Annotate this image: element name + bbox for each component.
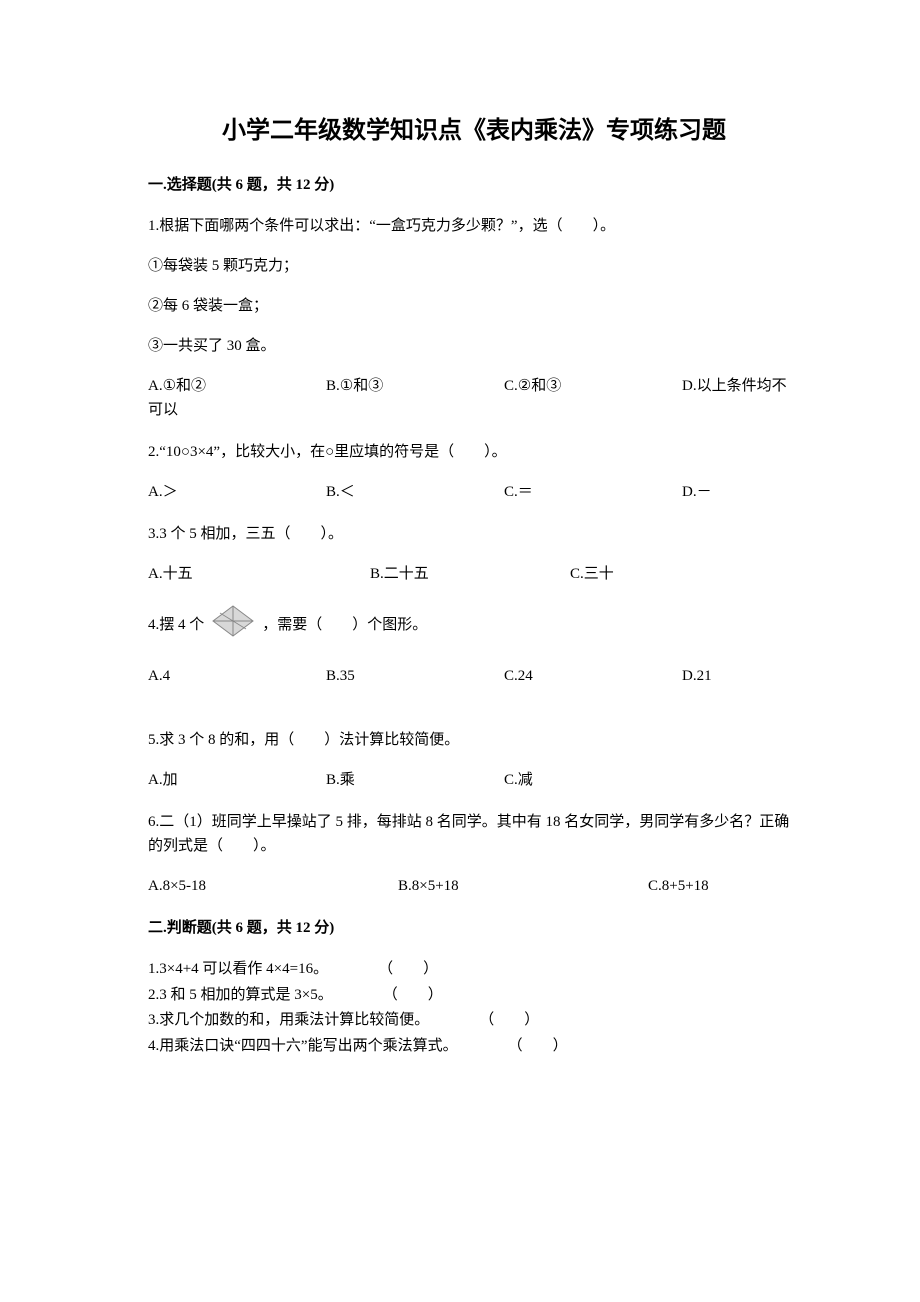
q3-text: 3.3 个 5 相加，三五（ ）。 [148, 522, 800, 546]
tf-q3-text: 3.求几个加数的和，用乘法计算比较简便。 [148, 1008, 429, 1034]
question-5: 5.求 3 个 8 的和，用（ ）法计算比较简便。 A.加 B.乘 C.减 [148, 728, 800, 792]
tf-q3-paren: （ ） [479, 1008, 539, 1034]
tf-question-2: 2.3 和 5 相加的算式是 3×5。 （ ） [148, 983, 800, 1009]
section2-header: 二.判断题(共 6 题，共 12 分) [148, 916, 800, 937]
question-1: 1.根据下面哪两个条件可以求出：“一盒巧克力多少颗？”，选（ ）。 ①每袋装 5… [148, 214, 800, 422]
q2-option-d: D.－ [682, 480, 712, 504]
page-title: 小学二年级数学知识点《表内乘法》专项练习题 [148, 110, 800, 145]
q1-option-c: C.②和③ [504, 374, 682, 398]
q5-option-c: C.减 [504, 768, 682, 792]
q4-option-d: D.21 [682, 664, 712, 688]
q4-option-a: A.4 [148, 664, 326, 688]
question-3: 3.3 个 5 相加，三五（ ）。 A.十五 B.二十五 C.三十 [148, 522, 800, 586]
q2-option-a: A.＞ [148, 480, 326, 504]
q1-option-d: D.以上条件均不 [682, 374, 787, 398]
tf-q4-text: 4.用乘法口诀“四四十六”能写出两个乘法算式。 [148, 1034, 458, 1060]
q3-option-a: A.十五 [148, 562, 370, 586]
q6-option-c: C.8+5+18 [648, 874, 800, 898]
tf-q2-text: 2.3 和 5 相加的算式是 3×5。 [148, 983, 333, 1009]
q5-option-b: B.乘 [326, 768, 504, 792]
q5-option-a: A.加 [148, 768, 326, 792]
q1-option-d-line2: 可以 [148, 398, 800, 422]
q1-option-a: A.①和② [148, 374, 326, 398]
question-2: 2.“10○3×4”，比较大小，在○里应填的符号是（ ）。 A.＞ B.＜ C.… [148, 440, 800, 504]
tf-q4-paren: （ ） [508, 1034, 568, 1060]
q5-text: 5.求 3 个 8 的和，用（ ）法计算比较简便。 [148, 728, 800, 752]
q1-condition-1: ①每袋装 5 颗巧克力； [148, 254, 800, 278]
tf-q1-text: 1.3×4+4 可以看作 4×4=16。 [148, 957, 328, 983]
q4-option-b: B.35 [326, 664, 504, 688]
q2-text: 2.“10○3×4”，比较大小，在○里应填的符号是（ ）。 [148, 440, 800, 464]
q4-text-suffix: ，需要（ ）个图形。 [262, 613, 427, 637]
q1-text: 1.根据下面哪两个条件可以求出：“一盒巧克力多少颗？”，选（ ）。 [148, 214, 800, 238]
q1-condition-2: ②每 6 袋装一盒； [148, 294, 800, 318]
question-6: 6.二（1）班同学上早操站了 5 排，每排站 8 名同学。其中有 18 名女同学… [148, 810, 800, 898]
q1-condition-3: ③一共买了 30 盒。 [148, 334, 800, 358]
q4-text-prefix: 4.摆 4 个 [148, 613, 204, 637]
q4-option-c: C.24 [504, 664, 682, 688]
q2-option-b: B.＜ [326, 480, 504, 504]
q6-option-a: A.8×5-18 [148, 874, 398, 898]
q1-option-b: B.①和③ [326, 374, 504, 398]
tf-question-4: 4.用乘法口诀“四四十六”能写出两个乘法算式。 （ ） [148, 1034, 800, 1060]
q6-text: 6.二（1）班同学上早操站了 5 排，每排站 8 名同学。其中有 18 名女同学… [148, 810, 800, 858]
polyhedron-shape-icon [210, 604, 256, 646]
q6-option-b: B.8×5+18 [398, 874, 648, 898]
tf-q1-paren: （ ） [378, 957, 438, 983]
q3-option-b: B.二十五 [370, 562, 570, 586]
q2-option-c: C.＝ [504, 480, 682, 504]
tf-question-1: 1.3×4+4 可以看作 4×4=16。 （ ） [148, 957, 800, 983]
tf-q2-paren: （ ） [383, 983, 443, 1009]
q3-option-c: C.三十 [570, 562, 800, 586]
tf-question-3: 3.求几个加数的和，用乘法计算比较简便。 （ ） [148, 1008, 800, 1034]
section1-header: 一.选择题(共 6 题，共 12 分) [148, 173, 800, 194]
question-4: 4.摆 4 个 ，需要（ ）个图形。 A.4 B.35 C.24 D.21 [148, 604, 800, 688]
